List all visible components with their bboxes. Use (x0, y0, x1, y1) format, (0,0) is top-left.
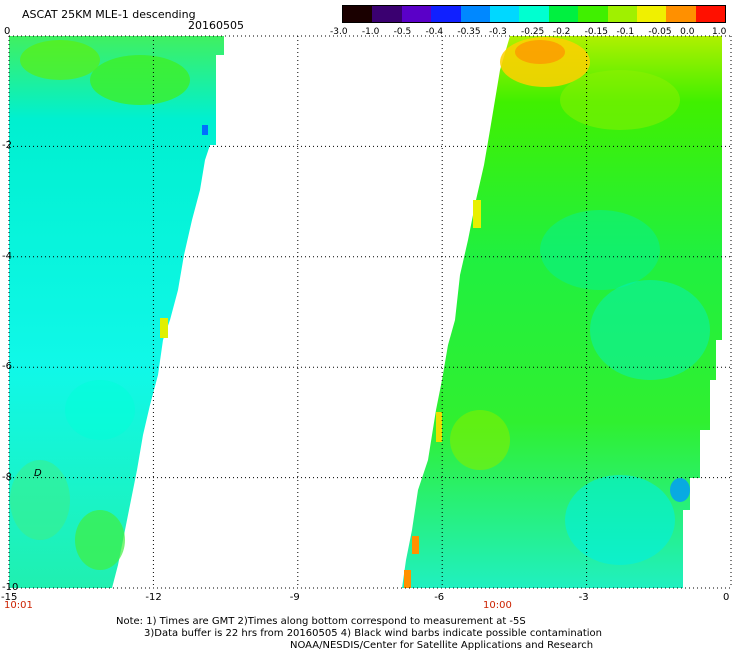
lat-tick-label: -6 (2, 361, 12, 373)
lat-tick-label: -4 (2, 250, 12, 262)
colorbar-segment (372, 6, 402, 22)
colorbar-segment (607, 6, 637, 22)
map-title: ASCAT 25KM MLE-1 descending (22, 8, 196, 21)
time-label-middle: 10:00 (483, 600, 512, 611)
colorbar-segment (431, 6, 461, 22)
colorbar-segment (578, 6, 608, 22)
colorbar (342, 5, 726, 23)
colorbar-label: -0.05 (648, 27, 672, 37)
lat-tick-label: -2 (2, 140, 12, 152)
lat-tick-label: -10 (2, 582, 19, 593)
time-label-left: 10:01 (4, 600, 33, 611)
lon-tick-label: -3 (578, 592, 589, 603)
colorbar-label: -0.1 (616, 27, 635, 37)
graticule (8, 35, 732, 589)
colorbar-label: -0.3 (489, 27, 507, 37)
colorbar-segment (695, 6, 725, 22)
note-line-2: 3)Data buffer is 22 hrs from 20160505 4)… (144, 628, 602, 639)
colorbar-label: -0.2 (552, 27, 571, 37)
lon-tick-label: -6 (434, 592, 445, 603)
map-date: 20160505 (188, 19, 244, 32)
colorbar-label: -0.25 (521, 27, 545, 37)
lon-tick-label: -15 (1, 592, 18, 603)
colorbar-segment (489, 6, 520, 22)
left-swath (9, 36, 224, 588)
colorbar-label: -0.35 (457, 27, 481, 37)
swath-marker: D (34, 468, 42, 479)
colorbar-label: -0.4 (425, 27, 444, 37)
colorbar-label: -1.0 (361, 27, 380, 37)
note-line-1: Note: 1) Times are GMT 2)Times along bot… (116, 616, 526, 627)
lat-tick-label: 0 (4, 26, 11, 37)
colorbar-label: -0.15 (584, 27, 608, 37)
lon-tick-label: -9 (289, 592, 300, 603)
colorbar-segment (548, 6, 579, 22)
colorbar-segment (519, 6, 549, 22)
colorbar-segment (460, 6, 490, 22)
lon-tick-label: -12 (145, 592, 162, 603)
colorbar-segment (401, 6, 432, 22)
colorbar-segment (636, 6, 667, 22)
lat-tick-label: -8 (2, 471, 12, 483)
note-line-3: NOAA/NESDIS/Center for Satellite Applica… (290, 640, 594, 651)
lon-tick-label: 0 (723, 592, 730, 603)
colorbar-label: -0.5 (393, 27, 412, 37)
colorbar-segment (343, 6, 373, 22)
colorbar-segment (666, 6, 696, 22)
colorbar-label: -3.0 (330, 27, 348, 37)
colorbar-label: 0.0 (680, 27, 695, 37)
colorbar-label: 1.0 (712, 27, 727, 37)
